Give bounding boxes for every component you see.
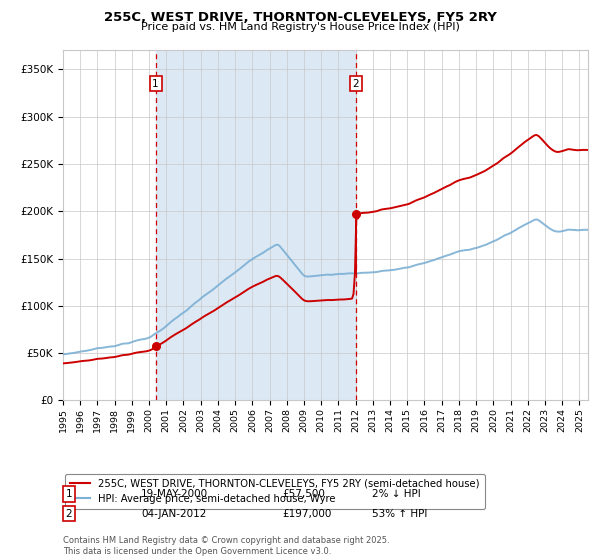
Text: 2: 2 bbox=[65, 508, 73, 519]
Text: 2% ↓ HPI: 2% ↓ HPI bbox=[372, 489, 421, 499]
Legend: 255C, WEST DRIVE, THORNTON-CLEVELEYS, FY5 2RY (semi-detached house), HPI: Averag: 255C, WEST DRIVE, THORNTON-CLEVELEYS, FY… bbox=[65, 474, 485, 508]
Text: 04-JAN-2012: 04-JAN-2012 bbox=[141, 508, 206, 519]
Text: Contains HM Land Registry data © Crown copyright and database right 2025.
This d: Contains HM Land Registry data © Crown c… bbox=[63, 536, 389, 556]
Text: 1: 1 bbox=[152, 78, 159, 88]
Text: 19-MAY-2000: 19-MAY-2000 bbox=[141, 489, 208, 499]
Text: Price paid vs. HM Land Registry's House Price Index (HPI): Price paid vs. HM Land Registry's House … bbox=[140, 22, 460, 32]
Text: 2: 2 bbox=[352, 78, 359, 88]
Text: 53% ↑ HPI: 53% ↑ HPI bbox=[372, 508, 427, 519]
Text: £57,500: £57,500 bbox=[282, 489, 325, 499]
Text: 1: 1 bbox=[65, 489, 73, 499]
Text: £197,000: £197,000 bbox=[282, 508, 331, 519]
Bar bbox=[155, 50, 356, 400]
Text: 255C, WEST DRIVE, THORNTON-CLEVELEYS, FY5 2RY: 255C, WEST DRIVE, THORNTON-CLEVELEYS, FY… bbox=[104, 11, 496, 24]
